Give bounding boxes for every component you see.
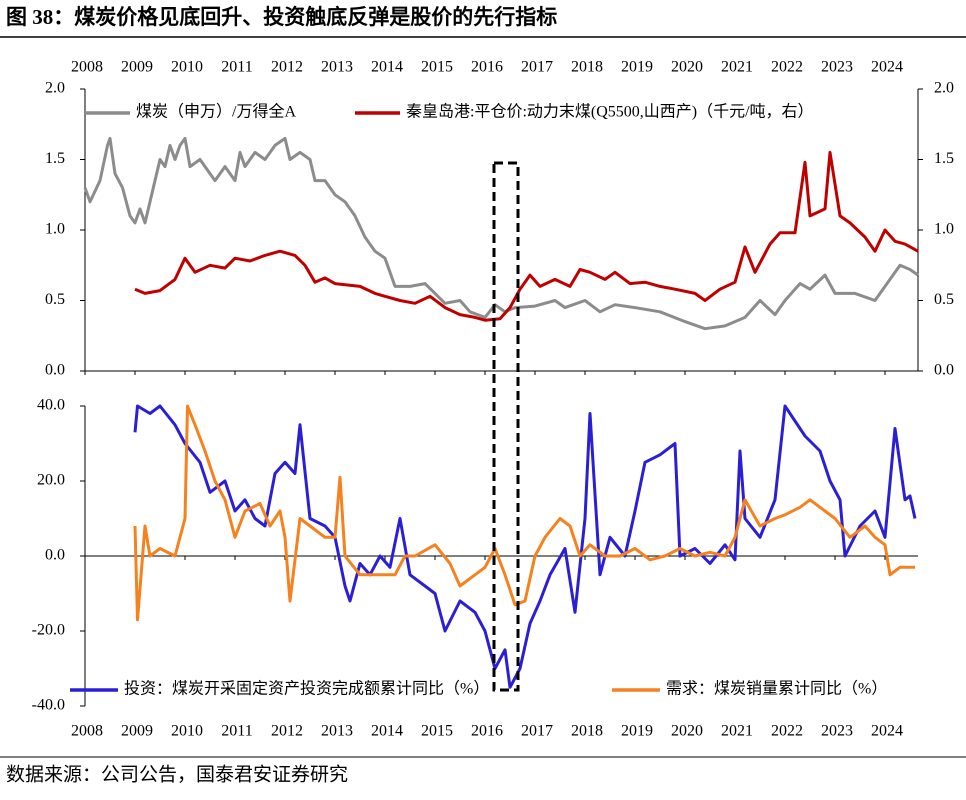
legend-label: 需求：煤炭销量累计同比（%） — [666, 680, 887, 698]
x-tick-label: 2014 — [371, 723, 403, 740]
y-tick-label: 40.0 — [37, 397, 65, 414]
x-tick-label: 2024 — [871, 59, 903, 76]
series-line — [133, 404, 915, 622]
y-tick-label: 2.0 — [45, 80, 65, 97]
highlight-box — [492, 161, 520, 692]
y2-tick-label: 1.0 — [934, 221, 954, 238]
x-tick-label: 2018 — [571, 723, 603, 740]
y2-tick-label: 0.5 — [934, 291, 954, 308]
y-tick-label: 20.0 — [37, 472, 65, 489]
x-tick-label: 2014 — [371, 59, 403, 76]
series-line — [133, 404, 917, 689]
x-tick-label: 2020 — [671, 723, 703, 740]
x-tick-label: 2021 — [721, 723, 753, 740]
x-tick-label: 2023 — [821, 723, 853, 740]
y-tick-label: -40.0 — [32, 697, 65, 714]
x-tick-label: 2008 — [71, 59, 103, 76]
x-tick-label: 2010 — [171, 723, 203, 740]
x-tick-label: 2022 — [771, 723, 803, 740]
x-tick-label: 2023 — [821, 59, 853, 76]
x-tick-label: 2021 — [721, 59, 753, 76]
x-tick-label: 2016 — [471, 59, 503, 76]
x-tick-label: 2015 — [421, 723, 453, 740]
y2-tick-label: 1.5 — [934, 150, 954, 167]
series-line — [134, 150, 919, 322]
x-tick-label: 2017 — [521, 723, 553, 740]
title: 图 38：煤炭价格见底回升、投资触底反弹是股价的先行指标 — [6, 5, 557, 29]
x-tick-label: 2012 — [271, 723, 303, 740]
x-tick-label: 2024 — [871, 723, 903, 740]
y2-tick-label: 2.0 — [934, 80, 954, 97]
x-tick-label: 2018 — [571, 59, 603, 76]
source: 数据来源：公司公告，国泰君安证券研究 — [6, 763, 348, 785]
legend-label: 投资：煤炭开采固定资产投资完成额累计同比（%） — [124, 680, 489, 698]
x-tick-label: 2009 — [121, 59, 153, 76]
legend-label: 秦皇岛港:平仓价:动力末煤(Q5500,山西产)（千元/吨，右） — [406, 103, 814, 121]
y-tick-label: 0.0 — [45, 362, 65, 379]
y-tick-label: 1.0 — [45, 221, 65, 238]
x-tick-label: 2010 — [171, 59, 203, 76]
x-tick-label: 2016 — [471, 723, 503, 740]
x-tick-label: 2015 — [421, 59, 453, 76]
x-tick-label: 2008 — [71, 723, 103, 740]
legend-label: 煤炭（申万）/万得全A — [136, 103, 296, 121]
x-tick-label: 2017 — [521, 59, 553, 76]
x-tick-label: 2019 — [621, 59, 653, 76]
x-tick-label: 2019 — [621, 723, 653, 740]
y-tick-label: -20.0 — [32, 622, 65, 639]
x-tick-label: 2013 — [321, 59, 353, 76]
x-tick-label: 2009 — [121, 723, 153, 740]
x-tick-label: 2020 — [671, 59, 703, 76]
x-tick-label: 2011 — [221, 59, 252, 76]
y-tick-label: 0.0 — [45, 547, 65, 564]
series-line — [83, 136, 919, 331]
x-tick-label: 2012 — [271, 59, 303, 76]
y-tick-label: 1.5 — [45, 150, 65, 167]
y-tick-label: 0.5 — [45, 291, 65, 308]
y2-tick-label: 0.0 — [934, 362, 954, 379]
x-tick-label: 2022 — [771, 59, 803, 76]
x-tick-label: 2013 — [321, 723, 353, 740]
x-tick-label: 2011 — [221, 723, 252, 740]
